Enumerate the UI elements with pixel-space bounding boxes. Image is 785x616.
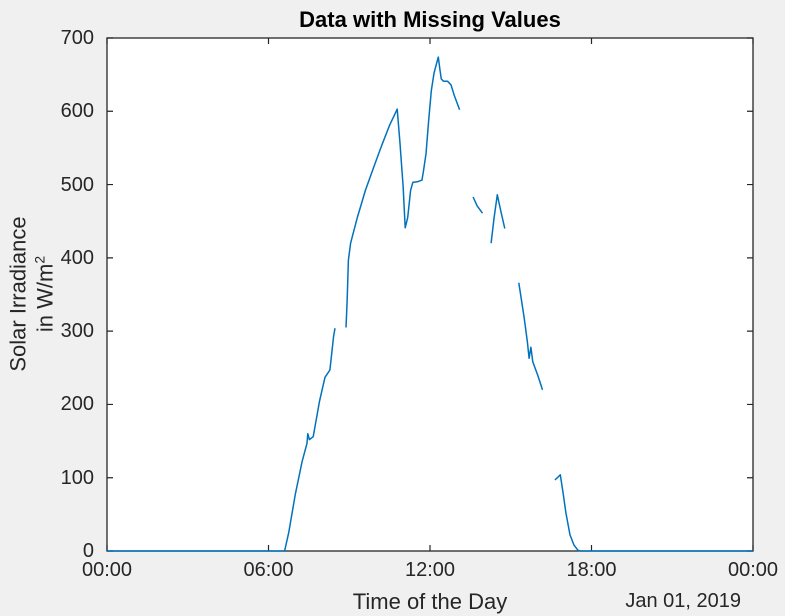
y-axis-label-line1: Solar Irradiance	[5, 216, 31, 372]
y-tick-label: 500	[60, 173, 94, 196]
x-tick-label: 00:00	[727, 559, 779, 581]
y-tick-label: 400	[60, 246, 94, 269]
y-tick-label: 100	[60, 466, 94, 489]
y-tick-label: 0	[82, 540, 94, 562]
y-axis-label-line2: in W/m2	[31, 255, 58, 333]
axis-box	[106, 37, 754, 552]
x-axis-date-label: Jan 01, 2019	[625, 590, 741, 612]
plot-background	[107, 38, 753, 551]
x-tick-label: 12:00	[404, 559, 456, 581]
x-tick-label: 00:00	[81, 559, 133, 581]
data-line	[107, 56, 753, 552]
y-tick-label: 200	[60, 393, 94, 416]
y-axis-label: Solar Irradiance in W/m2	[5, 216, 58, 371]
x-axis-label: Time of the Day	[352, 589, 508, 614]
chart-title: Data with Missing Values	[299, 7, 561, 32]
y-tick-label: 700	[60, 27, 94, 49]
y-tick-label: 600	[60, 100, 94, 123]
x-tick-label: 06:00	[243, 559, 294, 581]
x-tick-label: 18:00	[566, 559, 617, 581]
y-tick-label: 300	[60, 320, 94, 343]
